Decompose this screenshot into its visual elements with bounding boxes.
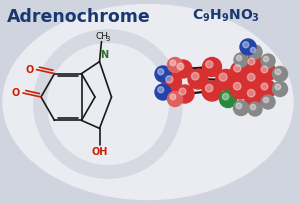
Circle shape <box>167 58 182 72</box>
Text: OH: OH <box>91 147 108 157</box>
Circle shape <box>250 104 256 110</box>
Circle shape <box>166 76 173 83</box>
Circle shape <box>272 67 287 82</box>
Text: O: O <box>12 88 20 98</box>
Circle shape <box>230 79 250 99</box>
Ellipse shape <box>3 4 293 200</box>
Text: N: N <box>100 50 109 60</box>
Circle shape <box>155 84 171 100</box>
Circle shape <box>236 55 242 61</box>
Circle shape <box>272 82 287 96</box>
Circle shape <box>245 55 263 73</box>
Circle shape <box>234 53 248 67</box>
Circle shape <box>244 70 264 90</box>
Circle shape <box>263 97 269 103</box>
Circle shape <box>177 63 184 70</box>
Circle shape <box>250 47 256 53</box>
Circle shape <box>258 80 276 98</box>
Circle shape <box>163 72 182 92</box>
Circle shape <box>170 94 176 100</box>
Circle shape <box>155 66 171 82</box>
Circle shape <box>233 101 248 115</box>
Circle shape <box>240 39 256 55</box>
Circle shape <box>188 69 208 89</box>
Text: Adrenochrome: Adrenochrome <box>7 8 151 26</box>
Circle shape <box>275 69 281 75</box>
Circle shape <box>248 73 255 81</box>
Circle shape <box>202 81 222 101</box>
Circle shape <box>222 93 229 100</box>
Circle shape <box>167 92 182 106</box>
Circle shape <box>233 82 241 90</box>
Circle shape <box>179 88 186 95</box>
Text: O: O <box>25 65 34 75</box>
Circle shape <box>263 56 269 62</box>
Circle shape <box>206 84 213 92</box>
Circle shape <box>220 91 236 108</box>
Circle shape <box>248 102 262 116</box>
Circle shape <box>236 103 242 109</box>
Circle shape <box>243 42 249 48</box>
Circle shape <box>219 73 227 81</box>
Text: 3: 3 <box>106 36 110 42</box>
Circle shape <box>202 58 221 76</box>
Circle shape <box>261 54 275 68</box>
Circle shape <box>170 60 176 66</box>
Circle shape <box>258 63 276 81</box>
Circle shape <box>275 84 281 90</box>
Text: CH: CH <box>95 32 108 41</box>
Circle shape <box>158 69 164 75</box>
Circle shape <box>261 83 268 90</box>
Circle shape <box>261 66 268 73</box>
Circle shape <box>234 65 241 72</box>
Circle shape <box>248 58 255 65</box>
Circle shape <box>215 70 236 91</box>
Circle shape <box>176 85 194 103</box>
Circle shape <box>158 87 164 93</box>
Text: $\mathbf{C_9H_9NO_3}$: $\mathbf{C_9H_9NO_3}$ <box>192 8 260 24</box>
Circle shape <box>244 86 264 106</box>
Circle shape <box>248 89 255 97</box>
Circle shape <box>261 95 275 109</box>
Circle shape <box>206 61 213 68</box>
Circle shape <box>191 72 199 80</box>
Circle shape <box>174 60 192 78</box>
Circle shape <box>248 45 262 59</box>
Circle shape <box>230 61 250 81</box>
